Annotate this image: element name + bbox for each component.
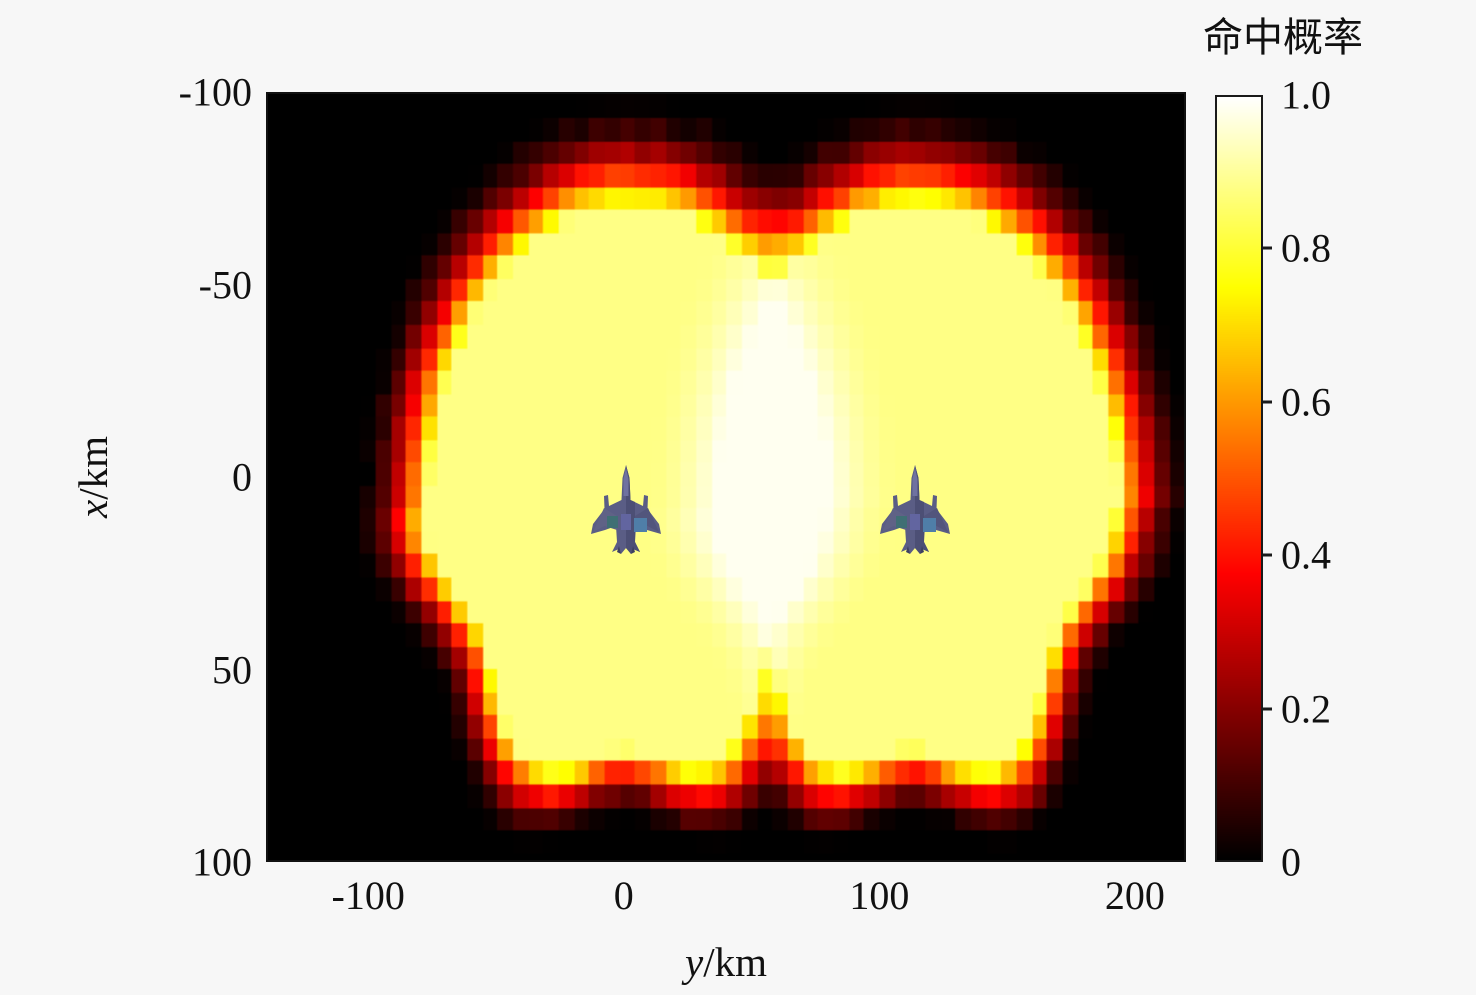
colorbar-tick-3: 0.4 bbox=[1281, 532, 1331, 578]
colorbar-tick-2: 0.6 bbox=[1281, 379, 1331, 425]
fighter-right-icon bbox=[876, 462, 954, 558]
y-tick-4: -100 bbox=[178, 69, 252, 115]
fighter-left-icon bbox=[587, 462, 665, 558]
colorbar-gradient bbox=[1215, 95, 1263, 862]
x-tick-1: 0 bbox=[613, 873, 634, 918]
y-tick-3: -50 bbox=[198, 262, 252, 307]
colorbar-tick-labels: 1.0 0.8 0.6 0.4 0.2 0 bbox=[1263, 73, 1391, 885]
y-tick-2: 0 bbox=[232, 454, 252, 500]
colorbar-tick-5: 0 bbox=[1281, 839, 1301, 885]
x-tick-3: 200 bbox=[1104, 873, 1165, 918]
x-axis-label-var: y bbox=[685, 939, 704, 985]
x-axis-tick-labels: -100 0 100 200 bbox=[266, 872, 1186, 928]
heatmap-image bbox=[268, 94, 1184, 860]
colorbar-tick-mark bbox=[1263, 553, 1272, 557]
x-tick-0: -100 bbox=[331, 873, 405, 918]
x-axis-label: y/km bbox=[685, 938, 767, 986]
y-axis-label-var: x bbox=[70, 499, 116, 518]
colorbar-title: 命中概率 bbox=[1203, 15, 1363, 61]
colorbar-tick-0: 1.0 bbox=[1281, 72, 1331, 118]
y-axis-label: x/km bbox=[69, 436, 117, 518]
colorbar-tick-1: 0.8 bbox=[1281, 225, 1331, 271]
colorbar-canvas bbox=[1217, 97, 1261, 860]
y-axis-label-unit: /km bbox=[70, 436, 116, 500]
y-axis-tick-labels: 100 50 0 -50 -100 bbox=[60, 70, 252, 885]
colorbar-tick-mark bbox=[1263, 246, 1272, 250]
x-tick-2: 100 bbox=[849, 873, 910, 918]
colorbar-tick-mark bbox=[1263, 400, 1272, 404]
x-axis-label-unit: /km bbox=[703, 939, 767, 985]
y-tick-0: 100 bbox=[192, 839, 252, 885]
y-tick-1: 50 bbox=[212, 647, 252, 692]
heatmap-plot-area bbox=[266, 92, 1186, 862]
colorbar-tick-mark bbox=[1263, 707, 1272, 711]
colorbar-tick-4: 0.2 bbox=[1281, 686, 1331, 732]
